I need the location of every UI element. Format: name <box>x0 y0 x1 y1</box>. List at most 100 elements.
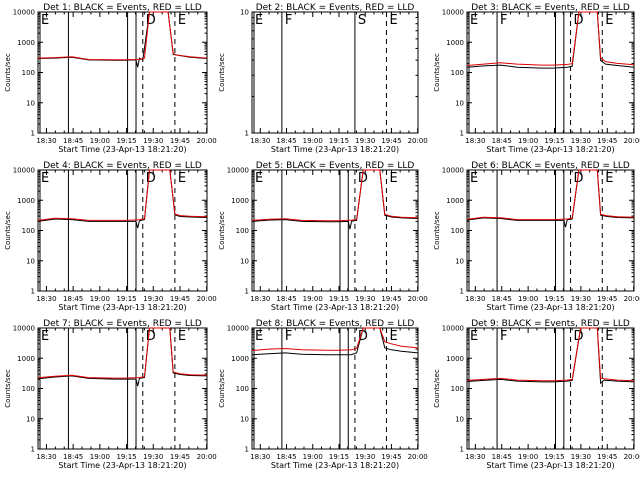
y-tick-label: 10000 <box>442 167 464 175</box>
panel-title: Det 1: BLACK = Events, RED = LLD <box>43 3 202 13</box>
x-tick-label: 19:15 <box>329 137 349 145</box>
y-tick-label: 10 <box>240 415 249 423</box>
y-tick-label: 10000 <box>442 325 464 333</box>
x-tick-label: 19:30 <box>143 295 163 303</box>
y-tick-label: 1 <box>31 288 35 296</box>
panel-title: Det 5: BLACK = Events, RED = LLD <box>256 161 415 171</box>
x-tick-label: 18:30 <box>465 453 485 461</box>
y-tick-label: 10 <box>26 257 35 265</box>
series-lld-line <box>466 169 635 221</box>
y-axis-label: Counts/sec <box>218 211 226 250</box>
y-tick-label: 10 <box>240 257 249 265</box>
x-tick-label: 19:00 <box>90 453 110 461</box>
x-tick-label: 19:00 <box>518 295 538 303</box>
y-tick-label: 10000 <box>442 9 464 17</box>
y-tick-label: 100 <box>22 69 35 77</box>
plot-frame <box>37 327 208 450</box>
x-tick-label: 18:45 <box>492 453 512 461</box>
x-tick-label: 19:30 <box>355 137 375 145</box>
plot-frame <box>37 11 208 134</box>
x-tick-label: 19:30 <box>571 453 591 461</box>
y-tick-label: 100 <box>22 227 35 235</box>
interval-marker-S: S <box>358 13 366 28</box>
y-tick-label: 1 <box>460 130 464 138</box>
y-tick-label: 1 <box>460 288 464 296</box>
plot-frame <box>251 169 419 292</box>
x-axis-label: Start Time (23-Apr-13 18:21:20) <box>486 145 614 154</box>
series-events-line <box>251 327 419 356</box>
interval-marker-E: E <box>255 13 263 28</box>
interval-marker-D: D <box>146 329 156 344</box>
x-axis-label: Start Time (23-Apr-13 18:21:20) <box>58 303 186 312</box>
y-axis-label: Counts/sec <box>4 211 12 250</box>
series-events-line <box>466 11 635 69</box>
x-tick-label: 18:45 <box>276 295 296 303</box>
x-tick-label: 18:45 <box>492 137 512 145</box>
series-lld-line <box>466 11 635 66</box>
y-tick-label: 1000 <box>231 355 249 363</box>
interval-marker-E: E <box>41 171 49 186</box>
x-tick-label: 19:30 <box>571 295 591 303</box>
x-tick-label: 19:00 <box>90 137 110 145</box>
interval-marker-E: E <box>389 171 397 186</box>
x-tick-label: 19:15 <box>116 137 136 145</box>
series-events-line <box>466 327 635 385</box>
panel-det-7: Det 7: BLACK = Events, RED = LLD Counts/s… <box>4 319 217 470</box>
x-tick-label: 20:00 <box>624 137 640 145</box>
x-axis-label: Start Time (23-Apr-13 18:21:20) <box>58 461 186 470</box>
plot-frame <box>251 11 419 134</box>
series-events-line <box>37 169 208 229</box>
interval-marker-E: E <box>255 329 263 344</box>
y-tick-label: 10000 <box>13 167 35 175</box>
interval-marker-E: E <box>41 329 49 344</box>
y-tick-label: 10000 <box>13 9 35 17</box>
y-tick-label: 10 <box>455 257 464 265</box>
panel-det-8: Det 8: BLACK = Events, RED = LLD Counts/s… <box>218 319 428 470</box>
x-tick-label: 20:00 <box>624 453 640 461</box>
y-tick-label: 100 <box>236 385 249 393</box>
interval-marker-E: E <box>389 13 397 28</box>
interval-marker-D: D <box>358 171 368 186</box>
y-tick-label: 10 <box>26 99 35 107</box>
x-tick-label: 18:45 <box>276 453 296 461</box>
y-axis-label: Counts/sec <box>4 53 12 92</box>
y-tick-label: 1000 <box>17 355 35 363</box>
interval-marker-E: E <box>389 329 397 344</box>
x-tick-label: 19:15 <box>544 453 564 461</box>
x-tick-label: 19:00 <box>303 137 323 145</box>
x-tick-label: 19:45 <box>170 453 190 461</box>
series-events-line <box>466 169 635 228</box>
x-tick-label: 18:45 <box>276 137 296 145</box>
interval-marker-E: E <box>41 13 49 28</box>
panel-det-1: Det 1: BLACK = Events, RED = LLD Counts/s… <box>4 3 217 154</box>
x-tick-label: 19:00 <box>303 453 323 461</box>
x-tick-label: 19:15 <box>544 295 564 303</box>
interval-marker-D: D <box>146 13 156 28</box>
interval-marker-E: E <box>605 13 613 28</box>
interval-marker-E: E <box>470 329 478 344</box>
y-tick-label: 10000 <box>13 325 35 333</box>
interval-marker-D: D <box>574 329 584 344</box>
x-axis-label: Start Time (23-Apr-13 18:21:20) <box>271 145 399 154</box>
x-tick-label: 19:15 <box>544 137 564 145</box>
x-tick-label: 20:00 <box>408 295 428 303</box>
y-tick-label: 1 <box>245 130 249 138</box>
panel-det-3: Det 3: BLACK = Events, RED = LLD Counts/s… <box>433 3 640 154</box>
y-tick-label: 1 <box>245 446 249 454</box>
x-tick-label: 18:45 <box>492 295 512 303</box>
x-tick-label: 18:30 <box>36 137 56 145</box>
interval-marker-E: E <box>470 13 478 28</box>
panel-title: Det 4: BLACK = Events, RED = LLD <box>43 161 202 171</box>
x-tick-label: 20:00 <box>624 295 640 303</box>
x-tick-label: 19:30 <box>355 295 375 303</box>
interval-marker-F: F <box>500 13 507 28</box>
y-tick-label: 100 <box>236 227 249 235</box>
x-tick-label: 19:45 <box>170 137 190 145</box>
series-events-line <box>37 327 208 387</box>
x-axis-label: Start Time (23-Apr-13 18:21:20) <box>486 461 614 470</box>
x-axis-label: Start Time (23-Apr-13 18:21:20) <box>58 145 186 154</box>
interval-marker-E: E <box>178 171 186 186</box>
interval-marker-F: F <box>285 329 292 344</box>
x-tick-label: 19:30 <box>571 137 591 145</box>
